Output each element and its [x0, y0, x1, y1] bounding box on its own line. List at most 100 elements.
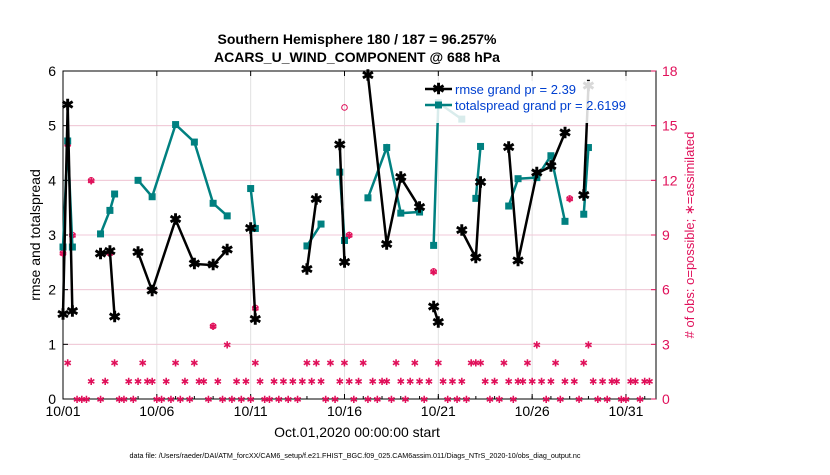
obs-assimilated-point: ✱	[350, 395, 358, 406]
obs-assimilated-point: ✱	[59, 249, 67, 260]
obs-assimilated-point: ✱	[200, 377, 208, 388]
obs-assimilated-point: ✱	[289, 377, 297, 388]
obs-assimilated-point: ✱	[78, 395, 86, 406]
x-tick-label: 10/06	[139, 403, 174, 419]
obs-assimilated-point: ✱	[570, 377, 578, 388]
obs-assimilated-point: ✱	[134, 377, 142, 388]
obs-assimilated-point: ✱	[631, 377, 639, 388]
spread-point	[561, 217, 569, 225]
spread-point	[416, 208, 424, 216]
rmse-point: ✱	[380, 236, 393, 253]
obs-assimilated-point: ✱	[542, 395, 550, 406]
obs-assimilated-point: ✱	[181, 377, 189, 388]
obs-assimilated-point: ✱	[383, 377, 391, 388]
obs-assimilated-point: ✱	[645, 377, 653, 388]
rmse-point: ✱	[310, 191, 323, 208]
rmse-point: ✱	[474, 175, 487, 192]
obs-assimilated-point: ✱	[228, 395, 236, 406]
rmse-point: ✱	[427, 299, 440, 316]
x-tick-label: 10/01	[45, 403, 80, 419]
obs-assimilated-point: ✱	[307, 377, 315, 388]
y-tick-label: 6	[48, 63, 56, 79]
obs-assimilated-point: ✱	[462, 395, 470, 406]
rmse-point: ✱	[413, 200, 426, 217]
obs-assimilated-point: ✱	[87, 377, 95, 388]
obs-assimilated-point: ✱	[82, 395, 90, 406]
rmse-line-segment	[136, 216, 229, 295]
obs-assimilated-point: ✱	[434, 359, 442, 370]
obs-assimilated-point: ✱	[514, 377, 522, 388]
rmse-point: ✱	[66, 304, 79, 321]
rmse-point: ✱	[61, 97, 74, 114]
obs-assimilated-point: ✱	[415, 377, 423, 388]
obs-possible-point	[341, 104, 348, 111]
obs-assimilated-point: ✱	[298, 377, 306, 388]
obs-assimilated-point: ✱	[317, 377, 325, 388]
obs-assimilated-point: ✱	[153, 395, 161, 406]
rmse-point: ✱	[502, 140, 515, 157]
obs-assimilated-point: ✱	[641, 377, 649, 388]
rmse-point: ✱	[577, 188, 590, 205]
obs-assimilated-point: ✱	[565, 195, 573, 206]
obs-possible-point	[345, 231, 353, 239]
y-axis-label: rmse and totalspread	[27, 169, 43, 301]
obs-assimilated-point: ✱	[481, 377, 489, 388]
obs-assimilated-point: ✱	[429, 267, 437, 278]
y-tick-label: 4	[48, 172, 56, 188]
rmse-point: ✱	[244, 220, 257, 237]
obs-assimilated-point: ✱	[368, 377, 376, 388]
obs-assimilated-point: ✱	[204, 395, 212, 406]
obs-assimilated-point: ✱	[73, 395, 81, 406]
obs-assimilated-point: ✱	[612, 377, 620, 388]
obs-assimilated-point: ✱	[209, 322, 217, 333]
rmse-point: ✱	[146, 283, 159, 300]
spread-point	[134, 176, 142, 184]
rmse-point: ✱	[188, 256, 201, 273]
obs-assimilated-point: ✱	[472, 359, 480, 370]
obs-assimilated-point: ✱	[594, 395, 602, 406]
obs-assimilated-point: ✱	[148, 377, 156, 388]
y2-tick-label: 3	[662, 336, 670, 352]
obs-assimilated-point: ✱	[284, 395, 292, 406]
obs-assimilated-point: ✱	[617, 395, 625, 406]
obs-assimilated-point: ✱	[378, 377, 386, 388]
axis-layer: 10/01 10/06 10/11 10/16 10/21 10/26 10/3101234…	[45, 63, 677, 419]
rmse-line-segment	[249, 228, 257, 320]
obs-assimilated-point: ✱	[232, 377, 240, 388]
rmse-point: ✱	[338, 254, 351, 271]
obs-assimilated-point: ✱	[528, 377, 536, 388]
spread-point	[317, 220, 325, 228]
rmse-point: ✱	[545, 159, 558, 176]
spread-point	[364, 194, 372, 202]
y2-tick-label: 6	[662, 282, 670, 298]
x-axis-label: Oct.01,2020 00:00:00 start	[274, 424, 440, 440]
obs-assimilated-point: ✱	[636, 395, 644, 406]
obs-assimilated-point: ✱	[214, 377, 222, 388]
rmse-line-segment	[338, 144, 346, 263]
rmse-line-segment	[305, 199, 318, 270]
rmse-line-segment	[61, 104, 74, 315]
y-tick-label: 0	[48, 391, 56, 407]
y-tick-label: 5	[48, 118, 56, 134]
rmse-point: ✱	[512, 253, 525, 270]
obs-assimilated-point: ✱	[448, 377, 456, 388]
obs-assimilated-point: ✱	[251, 359, 259, 370]
rmse-point: ✱	[362, 67, 375, 84]
rmse-point: ✱	[301, 261, 314, 278]
obs-assimilated-point: ✱	[190, 359, 198, 370]
y2-tick-label: 12	[662, 172, 678, 188]
obs-assimilated-point: ✱	[256, 377, 264, 388]
rmse-line-segment	[507, 132, 567, 262]
y-tick-label: 1	[48, 336, 56, 352]
obs-assimilated-point: ✱	[444, 395, 452, 406]
obs-assimilated-point: ✱	[63, 359, 71, 370]
obs-assimilated-point: ✱	[584, 340, 592, 351]
obs-assimilated-point: ✱	[476, 359, 484, 370]
spread-point	[209, 199, 217, 207]
obs-assimilated-point: ✱	[176, 395, 184, 406]
data-file-footer: data file: /Users/raeder/DAI/ATM_forcXX/…	[130, 451, 581, 460]
obs-assimilated-point: ✱	[359, 359, 367, 370]
spread-point	[111, 190, 119, 198]
rmse-point: ✱	[334, 137, 347, 154]
obs-assimilated-point: ✱	[129, 395, 137, 406]
